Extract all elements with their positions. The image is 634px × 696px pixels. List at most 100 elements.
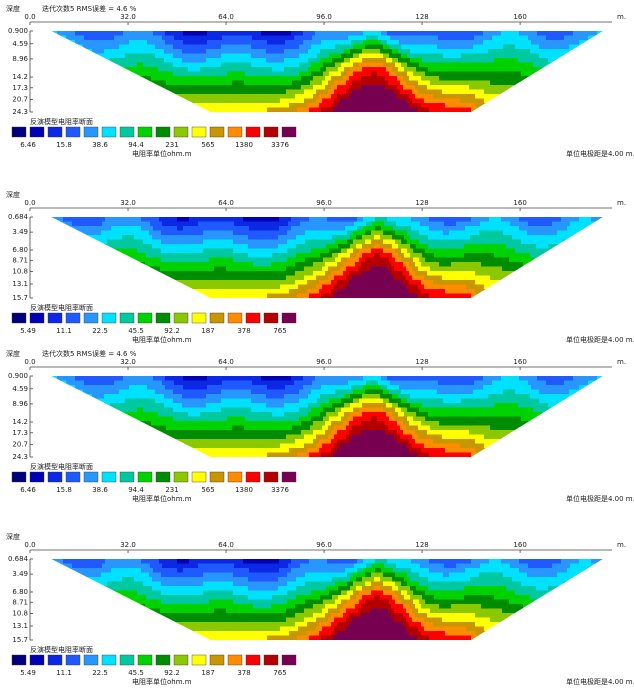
footnote: 单位电极距是4.00 m. (566, 494, 634, 503)
section-cell (123, 217, 130, 222)
section-cell (582, 35, 589, 41)
section-cell (384, 380, 391, 386)
section-cell (236, 67, 243, 72)
section-cell (319, 76, 326, 81)
section-cell (508, 80, 515, 86)
section-cell (497, 71, 504, 77)
section-cell (131, 407, 138, 413)
section-cell (573, 40, 580, 45)
section-cell (309, 217, 316, 222)
section-cell (416, 253, 423, 258)
section-cell (481, 103, 488, 108)
y-tick-label: 3.49 (12, 228, 28, 236)
section-cell (393, 226, 400, 231)
section-cell (591, 385, 598, 390)
section-cell (277, 421, 284, 426)
y-tick-label: 17.3 (12, 429, 28, 437)
section-cell (223, 439, 230, 444)
section-cell (400, 443, 407, 449)
section-cell (418, 425, 425, 431)
section-cell (235, 271, 242, 276)
section-cell (551, 572, 558, 578)
section-cell (212, 49, 219, 54)
y-tick-label: 3.49 (12, 570, 28, 578)
section-cell (80, 577, 87, 582)
section-cell (209, 239, 216, 245)
section-cell (539, 416, 546, 422)
section-cell (267, 293, 274, 298)
section-cell (307, 289, 314, 294)
section-cell (299, 398, 306, 404)
section-cell (198, 380, 205, 386)
section-cell (338, 403, 345, 408)
section-cell (108, 380, 115, 386)
section-cell (479, 398, 486, 404)
section-cell (539, 398, 546, 404)
section-cell (333, 217, 340, 222)
y-tick-label: 0.900 (8, 372, 28, 380)
section-cell (213, 376, 220, 381)
section-cell (500, 412, 507, 417)
section-cell (131, 53, 138, 59)
section-cell (274, 98, 281, 104)
section-cell (431, 257, 438, 263)
section-cell (431, 248, 438, 254)
section-cell (355, 271, 362, 276)
section-cell (453, 559, 460, 564)
section-cell (485, 239, 492, 245)
section-cell (424, 284, 431, 290)
section-cell (320, 394, 327, 399)
section-cell (351, 293, 358, 298)
section-cell (251, 581, 258, 587)
section-cell (311, 389, 318, 395)
section-cell (265, 280, 272, 285)
section-cell (122, 235, 129, 240)
section-cell (482, 253, 489, 258)
section-cell (394, 98, 401, 104)
section-cell (272, 394, 279, 399)
section-cell (154, 80, 161, 86)
section-cell (340, 98, 347, 104)
section-cell (153, 385, 160, 390)
section-cell (135, 217, 142, 222)
section-cell (412, 80, 419, 86)
section-cell (388, 434, 395, 440)
section-cell (298, 284, 305, 290)
section-cell (212, 58, 219, 63)
section-cell (178, 608, 185, 614)
section-cell (423, 31, 430, 36)
section-cell (257, 62, 264, 68)
section-cell (288, 380, 295, 386)
section-cell (515, 257, 522, 263)
section-cell (230, 412, 237, 417)
section-cell (496, 266, 503, 272)
section-cell (353, 572, 360, 578)
section-cell (490, 266, 497, 272)
section-cell (166, 275, 173, 281)
section-cell (164, 235, 171, 240)
section-cell (322, 425, 329, 431)
section-cell (557, 590, 564, 596)
section-cell (356, 244, 363, 249)
section-cell (322, 434, 329, 440)
color-swatch (263, 312, 279, 324)
section-cell (600, 221, 603, 227)
section-cell (554, 403, 561, 408)
section-cell (449, 248, 456, 254)
color-swatch (119, 126, 135, 138)
section-cell (170, 412, 177, 417)
section-cell (377, 389, 384, 395)
section-cell (490, 425, 497, 431)
section-cell (432, 380, 439, 386)
section-cell (397, 289, 404, 294)
section-cell (93, 217, 100, 222)
section-cell (506, 58, 513, 63)
section-cell (241, 439, 248, 444)
section-cell (413, 257, 420, 263)
section-cell (420, 563, 427, 569)
section-cell (295, 439, 302, 444)
section-cell (254, 58, 261, 63)
section-cell (265, 94, 272, 99)
section-cell (391, 604, 398, 609)
section-cell (260, 412, 267, 417)
